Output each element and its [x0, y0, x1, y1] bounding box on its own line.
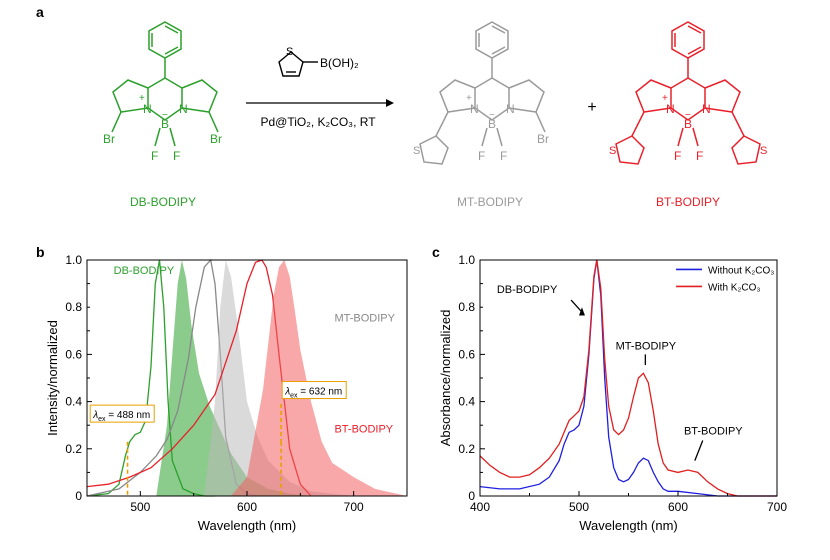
label-db-bodipy: DB-BODIPY: [497, 284, 558, 296]
y-tick-label: 1.0: [65, 253, 82, 267]
svg-text:N: N: [702, 102, 711, 116]
excitation-label-box: [281, 381, 347, 400]
label-db-bodipy: DB-BODIPY: [114, 265, 175, 277]
reagent-s-label: S: [286, 46, 293, 58]
bt-bodipy-structure: [615, 21, 761, 165]
bt-bodipy-atom-labels: N N B + − F F S S: [609, 93, 767, 163]
emission-area-db-bodipy: [156, 260, 311, 496]
excitation-label-box: [89, 404, 155, 423]
svg-text:N: N: [470, 102, 479, 116]
y-tick-label: 0.4: [458, 395, 475, 409]
y-tick-label: 0: [75, 489, 82, 503]
svg-text:N: N: [666, 102, 675, 116]
x-tick-label: 600: [237, 500, 257, 514]
svg-text:N: N: [179, 102, 188, 116]
panel-label-b: b: [36, 244, 45, 260]
y-tick-label: 0.2: [458, 442, 475, 456]
x-tick-label: 500: [569, 500, 589, 514]
series-line-0: [479, 259, 777, 497]
reaction-conditions: Pd@TiO₂, K₂CO₃, RT: [260, 115, 376, 129]
svg-text:+: +: [662, 93, 668, 104]
arrow-bt: [694, 440, 704, 461]
svg-text:F: F: [478, 149, 485, 163]
reaction-scheme: N N B + − F F Br Br DB-BODIPY S B(OH)₂ P…: [103, 21, 767, 209]
svg-text:−: −: [489, 110, 495, 121]
mt-bodipy-label: MT-BODIPY: [457, 195, 523, 209]
excitation-label: λex = 632 nm: [284, 387, 342, 400]
y-tick-label: 0.8: [65, 300, 82, 314]
series-line-1: [479, 259, 777, 497]
svg-text:B: B: [161, 117, 169, 131]
svg-text:N: N: [143, 102, 152, 116]
plus-sign: +: [587, 99, 596, 116]
svg-text:F: F: [500, 149, 507, 163]
emission-area-mt-bodipy: [204, 260, 354, 496]
svg-text:Br: Br: [103, 132, 115, 146]
svg-text:N: N: [506, 102, 515, 116]
legend-entry: Without K₂CO₃: [708, 265, 774, 276]
db-bodipy-atom-labels: N N B + − F F Br Br: [103, 93, 222, 163]
svg-text:−: −: [685, 110, 691, 121]
chart-b: 500 600 700 0 0.2 0.4 0.6 0.8 1.0 Wavelength (nm)…: [45, 253, 408, 533]
y-tick-label: 0.6: [458, 347, 475, 361]
thiophene-boronic-acid-structure: [278, 51, 318, 77]
y-tick-label: 1.0: [458, 253, 475, 267]
svg-text:+: +: [139, 93, 145, 104]
label-mt-bodipy: MT-BODIPY: [334, 312, 395, 324]
svg-text:F: F: [173, 149, 180, 163]
svg-text:F: F: [151, 149, 158, 163]
svg-text:S: S: [609, 145, 616, 157]
svg-text:F: F: [674, 149, 681, 163]
y-axis-label: Absorbance/normalized: [438, 310, 453, 447]
y-tick-label: 0.4: [65, 395, 82, 409]
x-tick-label: 600: [668, 500, 688, 514]
reaction-arrow-head: [386, 99, 394, 107]
svg-text:F: F: [696, 149, 703, 163]
reagent-boronic-label: B(OH)₂: [320, 56, 359, 70]
panel-label-a: a: [36, 4, 44, 20]
y-tick-label: 0.2: [65, 442, 82, 456]
excitation-label: λex = 488 nm: [92, 410, 150, 423]
db-bodipy-label: DB-BODIPY: [130, 195, 196, 209]
svg-text:B: B: [488, 117, 496, 131]
x-tick-label: 700: [344, 500, 364, 514]
y-axis-label: Intensity/normalized: [45, 320, 60, 436]
svg-text:Br: Br: [210, 132, 222, 146]
y-tick-label: 0: [468, 489, 475, 503]
x-tick-label: 700: [767, 500, 787, 514]
bt-bodipy-label: BT-BODIPY: [656, 195, 720, 209]
x-axis-label: Wavelength (nm): [198, 518, 297, 533]
svg-text:B: B: [684, 117, 692, 131]
emission-area-bt-bodipy: [231, 260, 407, 496]
label-mt-bodipy: MT-BODIPY: [616, 341, 677, 353]
x-tick-label: 500: [130, 500, 150, 514]
panel-label-c: c: [432, 244, 440, 260]
chart-c: 400 500 600 700 0 0.2 0.4 0.6 0.8 1.0 Wavelength (…: [438, 253, 787, 533]
y-tick-label: 0.8: [458, 300, 475, 314]
db-bodipy-structure: [111, 21, 219, 147]
arrow-db-head: [579, 307, 585, 316]
mt-bodipy-structure: [419, 21, 546, 165]
svg-text:S: S: [760, 145, 767, 157]
mt-bodipy-atom-labels: N N B + − F F Br S: [413, 93, 549, 163]
label-bt-bodipy: BT-BODIPY: [334, 423, 393, 435]
svg-text:−: −: [162, 110, 168, 121]
y-tick-label: 0.6: [65, 347, 82, 361]
legend-entry: With K₂CO₃: [708, 282, 760, 293]
x-axis-label: Wavelength (nm): [579, 518, 678, 533]
svg-text:Br: Br: [537, 132, 549, 146]
x-tick-label: 400: [470, 500, 490, 514]
svg-text:S: S: [413, 145, 420, 157]
svg-text:+: +: [466, 93, 472, 104]
label-bt-bodipy: BT-BODIPY: [684, 426, 743, 438]
